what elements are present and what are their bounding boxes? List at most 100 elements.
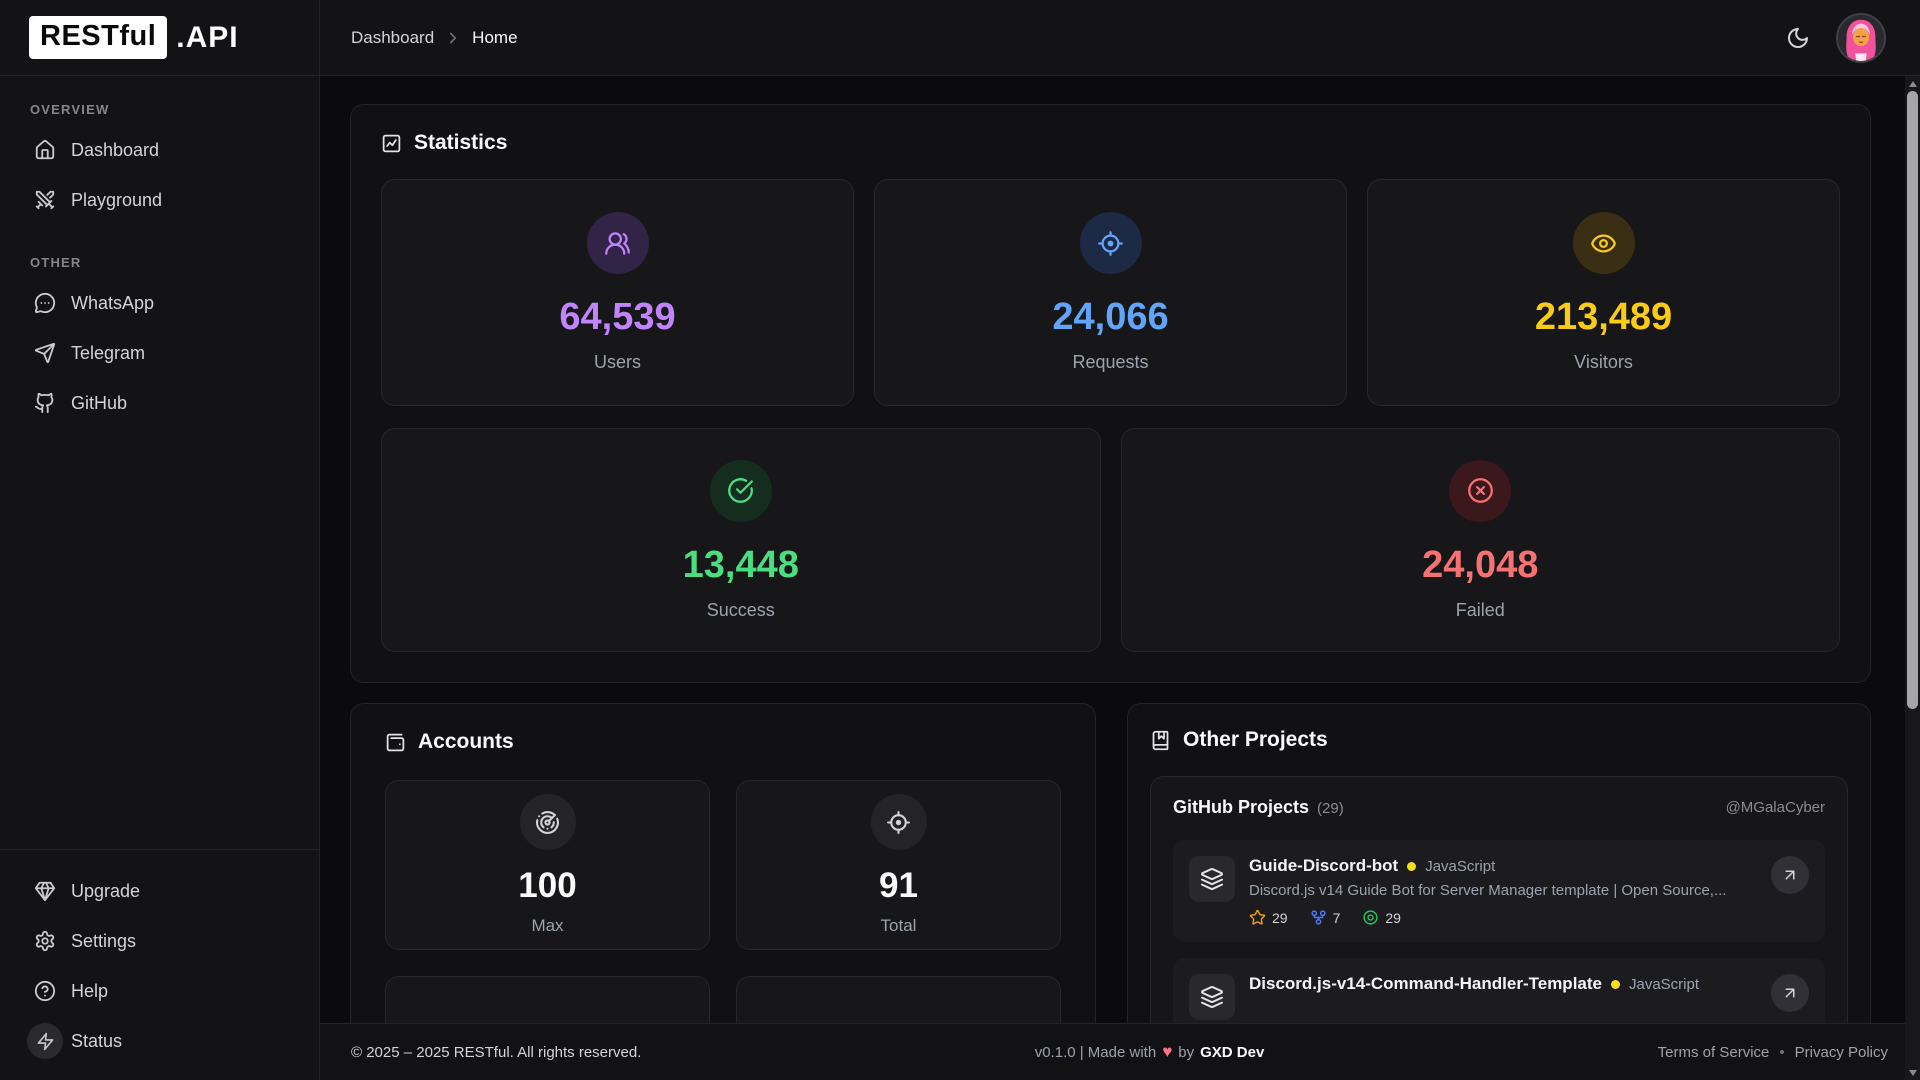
sidebar-item-playground[interactable]: Playground <box>0 175 319 225</box>
sidebar-item-telegram[interactable]: Telegram <box>0 328 319 378</box>
sidebar-item-label: Dashboard <box>71 139 160 160</box>
sidebar-item-dashboard[interactable]: Dashboard <box>0 125 319 175</box>
author-link[interactable]: GXD Dev <box>1200 1043 1265 1061</box>
stats-row-1: 64,539 Users 24,066 Requests 213,489 Vis… <box>381 179 1840 406</box>
chart-icon <box>381 133 402 154</box>
privacy-policy-link[interactable]: Privacy Policy <box>1794 1043 1888 1061</box>
theme-toggle-moon-icon[interactable] <box>1778 18 1818 58</box>
scrollbar <box>1905 76 1920 1080</box>
app-logo: RESTful .API <box>0 0 319 76</box>
sidebar-item-status[interactable]: Status <box>0 1016 319 1066</box>
copyright-text: © 2025 – 2025 RESTful. All rights reserv… <box>351 1043 642 1061</box>
gem-icon <box>27 880 63 902</box>
open-project-button[interactable] <box>1771 974 1809 1012</box>
accounts-title: Accounts <box>418 730 514 753</box>
footer: © 2025 – 2025 RESTful. All rights reserv… <box>320 1023 1920 1080</box>
statistics-header: Statistics <box>381 131 1840 155</box>
stars-count: 29 <box>1272 909 1288 926</box>
sidebar-item-settings[interactable]: Settings <box>0 916 319 966</box>
stat-label: Failed <box>1455 599 1505 620</box>
sidebar-item-github[interactable]: GitHub <box>0 378 319 428</box>
gear-icon <box>27 930 63 952</box>
forks-count: 7 <box>1332 909 1341 926</box>
sidebar-item-label: WhatsApp <box>71 292 155 313</box>
scrollbar-down-arrow[interactable] <box>1905 1065 1920 1080</box>
send-icon <box>27 342 63 364</box>
watchers-count: 29 <box>1385 909 1401 926</box>
by-label: by <box>1178 1043 1195 1061</box>
github-projects-heading: GitHub Projects <box>1173 797 1310 817</box>
layers-icon <box>1189 856 1235 902</box>
radar-icon <box>519 794 576 850</box>
stat-label: Users <box>593 352 641 372</box>
check-circle-icon <box>709 459 772 522</box>
stat-tile-requests: 24,066 Requests <box>874 179 1347 406</box>
sidebar-item-label: Status <box>71 1030 123 1051</box>
stat-tile-visitors: 213,489 Visitors <box>1367 179 1840 406</box>
swords-icon <box>27 189 63 211</box>
fork-icon <box>1310 909 1327 926</box>
scrollbar-thumb[interactable] <box>1907 91 1918 709</box>
statistics-title: Statistics <box>414 131 508 154</box>
crosshair-icon <box>1079 212 1142 274</box>
x-circle-icon <box>1449 459 1512 522</box>
stat-value: 213,489 <box>1534 296 1673 338</box>
nav-section-other: OTHER WhatsApp Telegram GitHub <box>0 255 319 428</box>
wallet-icon <box>385 732 406 753</box>
project-item-guide-discord-bot[interactable]: Guide-Discord-bot JavaScript Discord.js … <box>1173 840 1825 942</box>
main-content: Statistics 64,539 Users 24,066 Requests <box>320 76 1920 1080</box>
stat-label: Requests <box>1072 352 1149 372</box>
project-description: Discord.js v14 Guide Bot for Server Mana… <box>1249 882 1727 899</box>
stat-tile-users: 64,539 Users <box>381 179 854 406</box>
sidebar-item-label: Settings <box>71 930 137 951</box>
section-label-overview: OVERVIEW <box>30 102 110 117</box>
open-project-button[interactable] <box>1771 856 1809 894</box>
sidebar-item-help[interactable]: Help <box>0 966 319 1016</box>
breadcrumb-dashboard[interactable]: Dashboard <box>351 27 435 47</box>
project-name: Discord.js-v14-Command-Handler-Template <box>1249 974 1602 993</box>
nav-section-overview: OVERVIEW Dashboard Playground <box>0 102 319 225</box>
scrollbar-up-arrow[interactable] <box>1905 76 1920 91</box>
watch-icon <box>1362 909 1379 926</box>
stats-row-2: 13,448 Success 24,048 Failed <box>381 428 1840 652</box>
project-title-row: Guide-Discord-bot JavaScript <box>1249 856 1757 876</box>
star-icon <box>1249 909 1266 926</box>
help-circle-icon <box>27 980 63 1002</box>
sidebar-bottom-section: Upgrade Settings Help Status <box>0 849 319 1080</box>
account-label: Total <box>880 916 917 935</box>
sidebar-item-upgrade[interactable]: Upgrade <box>0 866 319 916</box>
breadcrumb-home: Home <box>472 27 518 47</box>
sidebar-item-label: Help <box>71 980 109 1001</box>
account-label: Max <box>531 916 564 935</box>
triangle-down-icon <box>1908 1069 1917 1076</box>
footer-links: Terms of Service • Privacy Policy <box>1658 1044 1888 1061</box>
eye-icon <box>1572 212 1635 274</box>
breadcrumb: Dashboard Home <box>351 28 518 48</box>
github-projects-heading-group: GitHub Projects (29) <box>1173 797 1344 818</box>
avatar[interactable] <box>1836 12 1886 63</box>
status-bolt-icon <box>27 1023 63 1059</box>
logo-primary: RESTful <box>29 16 168 59</box>
locate-icon <box>870 794 927 850</box>
sidebar-item-label: Telegram <box>71 342 146 363</box>
github-icon <box>27 392 63 414</box>
sidebar-item-whatsapp[interactable]: WhatsApp <box>0 278 319 328</box>
triangle-up-icon <box>1908 80 1917 87</box>
github-projects-count: (29) <box>1317 800 1344 817</box>
github-projects-card: GitHub Projects (29) @MGalaCyber Guide-D… <box>1150 776 1848 1057</box>
sidebar-item-label: Playground <box>71 189 163 210</box>
github-handle: @MGalaCyber <box>1725 799 1825 816</box>
project-language: JavaScript <box>1628 975 1700 993</box>
other-projects-card: Other Projects GitHub Projects (29) @MGa… <box>1127 703 1871 1080</box>
project-title-row: Discord.js-v14-Command-Handler-Template … <box>1249 974 1757 994</box>
project-body: Guide-Discord-bot JavaScript Discord.js … <box>1249 856 1757 926</box>
account-tile-total: 91 Total <box>736 780 1061 950</box>
account-value: 100 <box>518 866 577 905</box>
account-tile-max: 100 Max <box>385 780 710 950</box>
stat-label: Visitors <box>1574 352 1633 372</box>
stars-stat: 29 <box>1249 909 1288 926</box>
stat-label: Success <box>706 599 775 620</box>
stat-tile-success: 13,448 Success <box>381 428 1101 652</box>
heart-icon: ♥ <box>1162 1042 1173 1061</box>
terms-of-service-link[interactable]: Terms of Service <box>1657 1043 1770 1061</box>
